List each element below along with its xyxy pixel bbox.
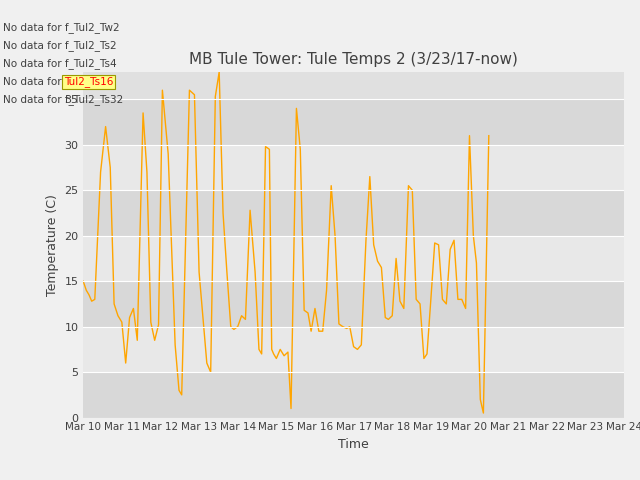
Text: No data for f_Tul2_Ts2: No data for f_Tul2_Ts2 bbox=[3, 40, 117, 51]
Bar bbox=[83, 281, 624, 327]
Y-axis label: Temperature (C): Temperature (C) bbox=[45, 194, 59, 296]
Bar bbox=[83, 145, 624, 190]
Text: No data for f_Tul2_Ts32: No data for f_Tul2_Ts32 bbox=[3, 95, 124, 106]
Bar bbox=[83, 99, 624, 145]
Text: No data for f_Tul2_Ts4: No data for f_Tul2_Ts4 bbox=[3, 58, 117, 69]
Text: Tul2_Ts16: Tul2_Ts16 bbox=[64, 76, 113, 87]
Bar bbox=[83, 190, 624, 236]
Bar bbox=[83, 236, 624, 281]
X-axis label: Time: Time bbox=[338, 438, 369, 451]
Bar bbox=[83, 327, 624, 372]
Text: No data for f_: No data for f_ bbox=[3, 76, 74, 87]
Title: MB Tule Tower: Tule Temps 2 (3/23/17-now): MB Tule Tower: Tule Temps 2 (3/23/17-now… bbox=[189, 52, 518, 67]
Text: No data for f_Tul2_Tw2: No data for f_Tul2_Tw2 bbox=[3, 22, 120, 33]
Bar bbox=[83, 372, 624, 418]
